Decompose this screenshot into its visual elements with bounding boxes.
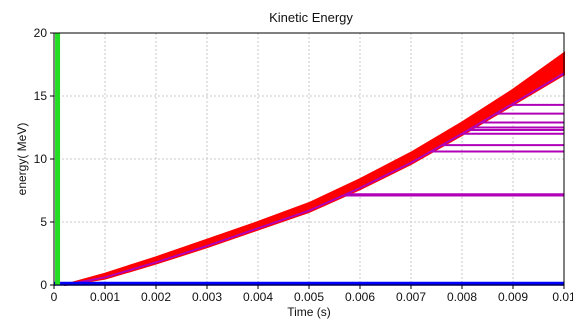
y-tick-label: 10 bbox=[34, 152, 48, 166]
x-tick-label: 0.007 bbox=[396, 290, 426, 304]
x-tick-label: 0.001 bbox=[90, 290, 120, 304]
y-axis-label: energy( MeV) bbox=[15, 123, 29, 196]
y-tick-label: 0 bbox=[40, 278, 47, 292]
x-tick-label: 0.005 bbox=[294, 290, 324, 304]
x-tick-label: 0.003 bbox=[192, 290, 222, 304]
x-tick-label: 0.006 bbox=[345, 290, 375, 304]
x-axis-ticks: 0 0.001 0.002 0.003 0.004 0.005 0.006 0.007 0.00… bbox=[51, 285, 573, 304]
x-tick-label: 0.002 bbox=[141, 290, 171, 304]
y-tick-label: 20 bbox=[34, 26, 48, 40]
chart-title: Kinetic Energy bbox=[269, 10, 353, 25]
grid-lines bbox=[54, 33, 564, 285]
y-axis-ticks: 0 5 10 15 20 bbox=[34, 26, 54, 292]
plot-area bbox=[54, 33, 565, 286]
x-tick-label: 0.009 bbox=[498, 290, 528, 304]
y-tick-label: 15 bbox=[34, 89, 48, 103]
x-tick-label: 0 bbox=[51, 290, 58, 304]
x-axis-label: Time (s) bbox=[287, 305, 331, 319]
red-energy-band bbox=[63, 51, 565, 286]
x-tick-label: 0.008 bbox=[447, 290, 477, 304]
x-tick-label: 0.004 bbox=[243, 290, 273, 304]
y-tick-label: 5 bbox=[40, 215, 47, 229]
x-tick-label: 0.01 bbox=[552, 290, 573, 304]
magenta-energy-curve bbox=[64, 72, 565, 286]
